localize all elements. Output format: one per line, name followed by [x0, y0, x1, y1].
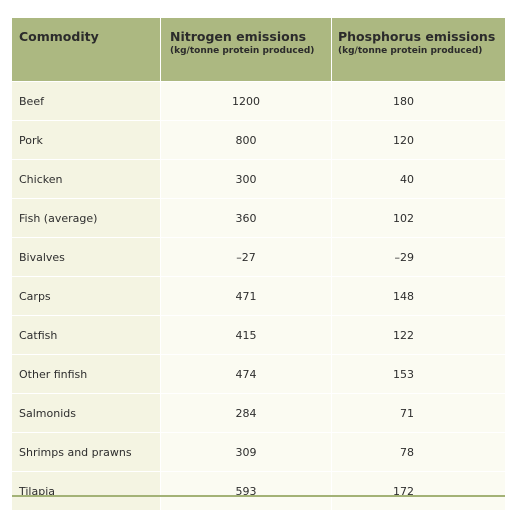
commodity-cell: Fish (average) — [12, 199, 160, 237]
table-row: Beef 1200 180 — [12, 82, 505, 121]
nitrogen-cell: 800 — [160, 121, 331, 159]
table-row: Pork 800 120 — [12, 121, 505, 160]
table-row: Salmonids 284 71 — [12, 394, 505, 433]
commodity-name: Catfish — [19, 328, 58, 342]
phosphorus-value: 120 — [393, 133, 414, 147]
phosphorus-value: 148 — [393, 289, 414, 303]
table-row: Bivalves –27 –29 — [12, 238, 505, 277]
nitrogen-cell: 474 — [160, 355, 331, 393]
phosphorus-value: 153 — [393, 367, 414, 381]
commodity-cell: Catfish — [12, 316, 160, 354]
phosphorus-value: 172 — [393, 484, 414, 498]
nitrogen-cell: 300 — [160, 160, 331, 198]
table-row: Fish (average) 360 102 — [12, 199, 505, 238]
commodity-cell: Chicken — [12, 160, 160, 198]
commodity-cell: Pork — [12, 121, 160, 159]
phosphorus-value: 102 — [393, 211, 414, 225]
nitrogen-cell: 471 — [160, 277, 331, 315]
table-bottom-rule — [12, 495, 505, 497]
commodity-cell: Carps — [12, 277, 160, 315]
phosphorus-cell: 148 — [331, 277, 505, 315]
nitrogen-cell: 309 — [160, 433, 331, 471]
commodity-name: Pork — [19, 133, 43, 147]
nitrogen-cell: 360 — [160, 199, 331, 237]
commodity-name: Other finfish — [19, 367, 88, 381]
table-row: Carps 471 148 — [12, 277, 505, 316]
phosphorus-cell: 102 — [331, 199, 505, 237]
commodity-cell: Shrimps and prawns — [12, 433, 160, 471]
commodity-cell: Beef — [12, 82, 160, 120]
nitrogen-value: 284 — [235, 406, 257, 420]
phosphorus-value: 180 — [393, 94, 414, 108]
commodity-name: Shrimps and prawns — [19, 445, 132, 459]
commodity-name: Fish (average) — [19, 211, 98, 225]
nitrogen-value: 471 — [235, 289, 257, 303]
table-row: Tilapia 593 172 — [12, 472, 505, 510]
phosphorus-cell: –29 — [331, 238, 505, 276]
table-body: Beef 1200 180 Pork 800 120 Chicken 300 40 Fish (a… — [12, 82, 505, 510]
phosphorus-value: 71 — [400, 406, 414, 420]
nitrogen-value: 800 — [235, 133, 257, 147]
nitrogen-value: 593 — [235, 484, 257, 498]
nitrogen-cell: –27 — [160, 238, 331, 276]
header-commodity: Commodity — [12, 18, 160, 81]
nitrogen-value: 360 — [235, 211, 257, 225]
emissions-table: Commodity Nitrogen emissions (kg/tonne p… — [12, 18, 505, 510]
nitrogen-value: 300 — [235, 172, 257, 186]
commodity-name: Carps — [19, 289, 51, 303]
phosphorus-cell: 180 — [331, 82, 505, 120]
nitrogen-value: 474 — [235, 367, 257, 381]
phosphorus-cell: 71 — [331, 394, 505, 432]
nitrogen-value: 415 — [235, 328, 257, 342]
commodity-name: Bivalves — [19, 250, 65, 264]
nitrogen-cell: 415 — [160, 316, 331, 354]
nitrogen-cell: 593 — [160, 472, 331, 510]
nitrogen-value: 1200 — [232, 94, 260, 108]
commodity-name: Beef — [19, 94, 44, 108]
commodity-cell: Tilapia — [12, 472, 160, 510]
nitrogen-value: –27 — [236, 250, 256, 264]
table-row: Other finfish 474 153 — [12, 355, 505, 394]
phosphorus-cell: 120 — [331, 121, 505, 159]
header-nitrogen-unit: (kg/tonne protein produced) — [170, 46, 315, 56]
phosphorus-cell: 122 — [331, 316, 505, 354]
phosphorus-cell: 40 — [331, 160, 505, 198]
phosphorus-value: 40 — [400, 172, 414, 186]
table-header-row: Commodity Nitrogen emissions (kg/tonne p… — [12, 18, 505, 82]
header-commodity-label: Commodity — [19, 29, 99, 44]
header-nitrogen: Nitrogen emissions (kg/tonne protein pro… — [160, 18, 331, 81]
commodity-name: Chicken — [19, 172, 63, 186]
phosphorus-value: –29 — [394, 250, 415, 264]
nitrogen-value: 309 — [235, 445, 257, 459]
phosphorus-cell: 153 — [331, 355, 505, 393]
header-phosphorus-unit: (kg/tonne protein produced) — [338, 46, 483, 56]
table-row: Catfish 415 122 — [12, 316, 505, 355]
phosphorus-value: 122 — [393, 328, 414, 342]
table-row: Chicken 300 40 — [12, 160, 505, 199]
commodity-cell: Bivalves — [12, 238, 160, 276]
header-phosphorus: Phosphorus emissions (kg/tonne protein p… — [331, 18, 505, 81]
commodity-name: Salmonids — [19, 406, 76, 420]
phosphorus-cell: 172 — [331, 472, 505, 510]
commodity-name: Tilapia — [19, 484, 56, 498]
table-row: Shrimps and prawns 309 78 — [12, 433, 505, 472]
header-phosphorus-title: Phosphorus emissions — [338, 29, 496, 44]
commodity-cell: Other finfish — [12, 355, 160, 393]
header-nitrogen-title: Nitrogen emissions — [170, 29, 307, 44]
phosphorus-value: 78 — [400, 445, 414, 459]
commodity-cell: Salmonids — [12, 394, 160, 432]
phosphorus-cell: 78 — [331, 433, 505, 471]
nitrogen-cell: 1200 — [160, 82, 331, 120]
nitrogen-cell: 284 — [160, 394, 331, 432]
